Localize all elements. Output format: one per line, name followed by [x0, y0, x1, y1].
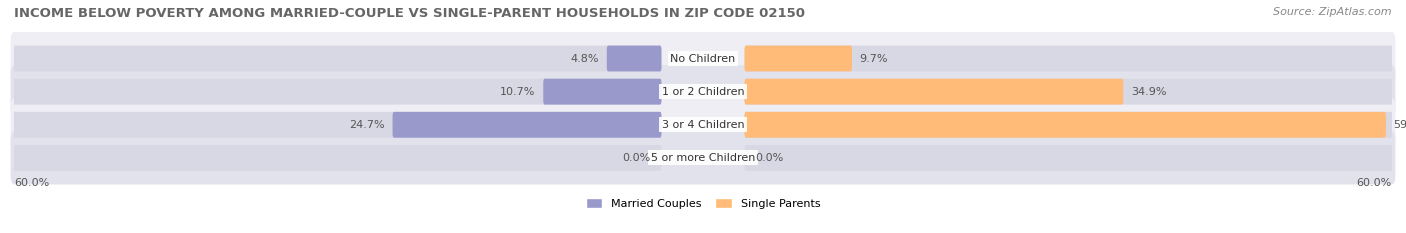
Text: 60.0%: 60.0%: [1357, 178, 1392, 188]
FancyBboxPatch shape: [745, 79, 1123, 105]
Text: 0.0%: 0.0%: [623, 153, 651, 163]
FancyBboxPatch shape: [392, 112, 661, 138]
FancyBboxPatch shape: [745, 46, 852, 72]
FancyBboxPatch shape: [745, 145, 1393, 171]
FancyBboxPatch shape: [745, 112, 1393, 138]
Text: 5 or more Children: 5 or more Children: [651, 153, 755, 163]
Text: 10.7%: 10.7%: [501, 87, 536, 97]
Text: 24.7%: 24.7%: [349, 120, 385, 130]
Text: 60.0%: 60.0%: [14, 178, 49, 188]
FancyBboxPatch shape: [11, 32, 1395, 85]
FancyBboxPatch shape: [745, 112, 1386, 138]
FancyBboxPatch shape: [543, 79, 661, 105]
Text: 1 or 2 Children: 1 or 2 Children: [662, 87, 744, 97]
FancyBboxPatch shape: [11, 98, 1395, 151]
Text: 34.9%: 34.9%: [1130, 87, 1167, 97]
FancyBboxPatch shape: [11, 131, 1395, 185]
FancyBboxPatch shape: [607, 46, 661, 72]
Text: 0.0%: 0.0%: [755, 153, 783, 163]
Text: No Children: No Children: [671, 54, 735, 64]
FancyBboxPatch shape: [745, 46, 1393, 72]
Text: Source: ZipAtlas.com: Source: ZipAtlas.com: [1274, 7, 1392, 17]
Text: INCOME BELOW POVERTY AMONG MARRIED-COUPLE VS SINGLE-PARENT HOUSEHOLDS IN ZIP COD: INCOME BELOW POVERTY AMONG MARRIED-COUPL…: [14, 7, 806, 20]
Text: 3 or 4 Children: 3 or 4 Children: [662, 120, 744, 130]
FancyBboxPatch shape: [745, 79, 1393, 105]
FancyBboxPatch shape: [13, 79, 661, 105]
Text: 59.3%: 59.3%: [1393, 120, 1406, 130]
FancyBboxPatch shape: [13, 112, 661, 138]
FancyBboxPatch shape: [13, 145, 661, 171]
FancyBboxPatch shape: [13, 46, 661, 72]
Legend: Married Couples, Single Parents: Married Couples, Single Parents: [582, 195, 824, 212]
FancyBboxPatch shape: [11, 65, 1395, 118]
Text: 4.8%: 4.8%: [571, 54, 599, 64]
Text: 9.7%: 9.7%: [859, 54, 889, 64]
